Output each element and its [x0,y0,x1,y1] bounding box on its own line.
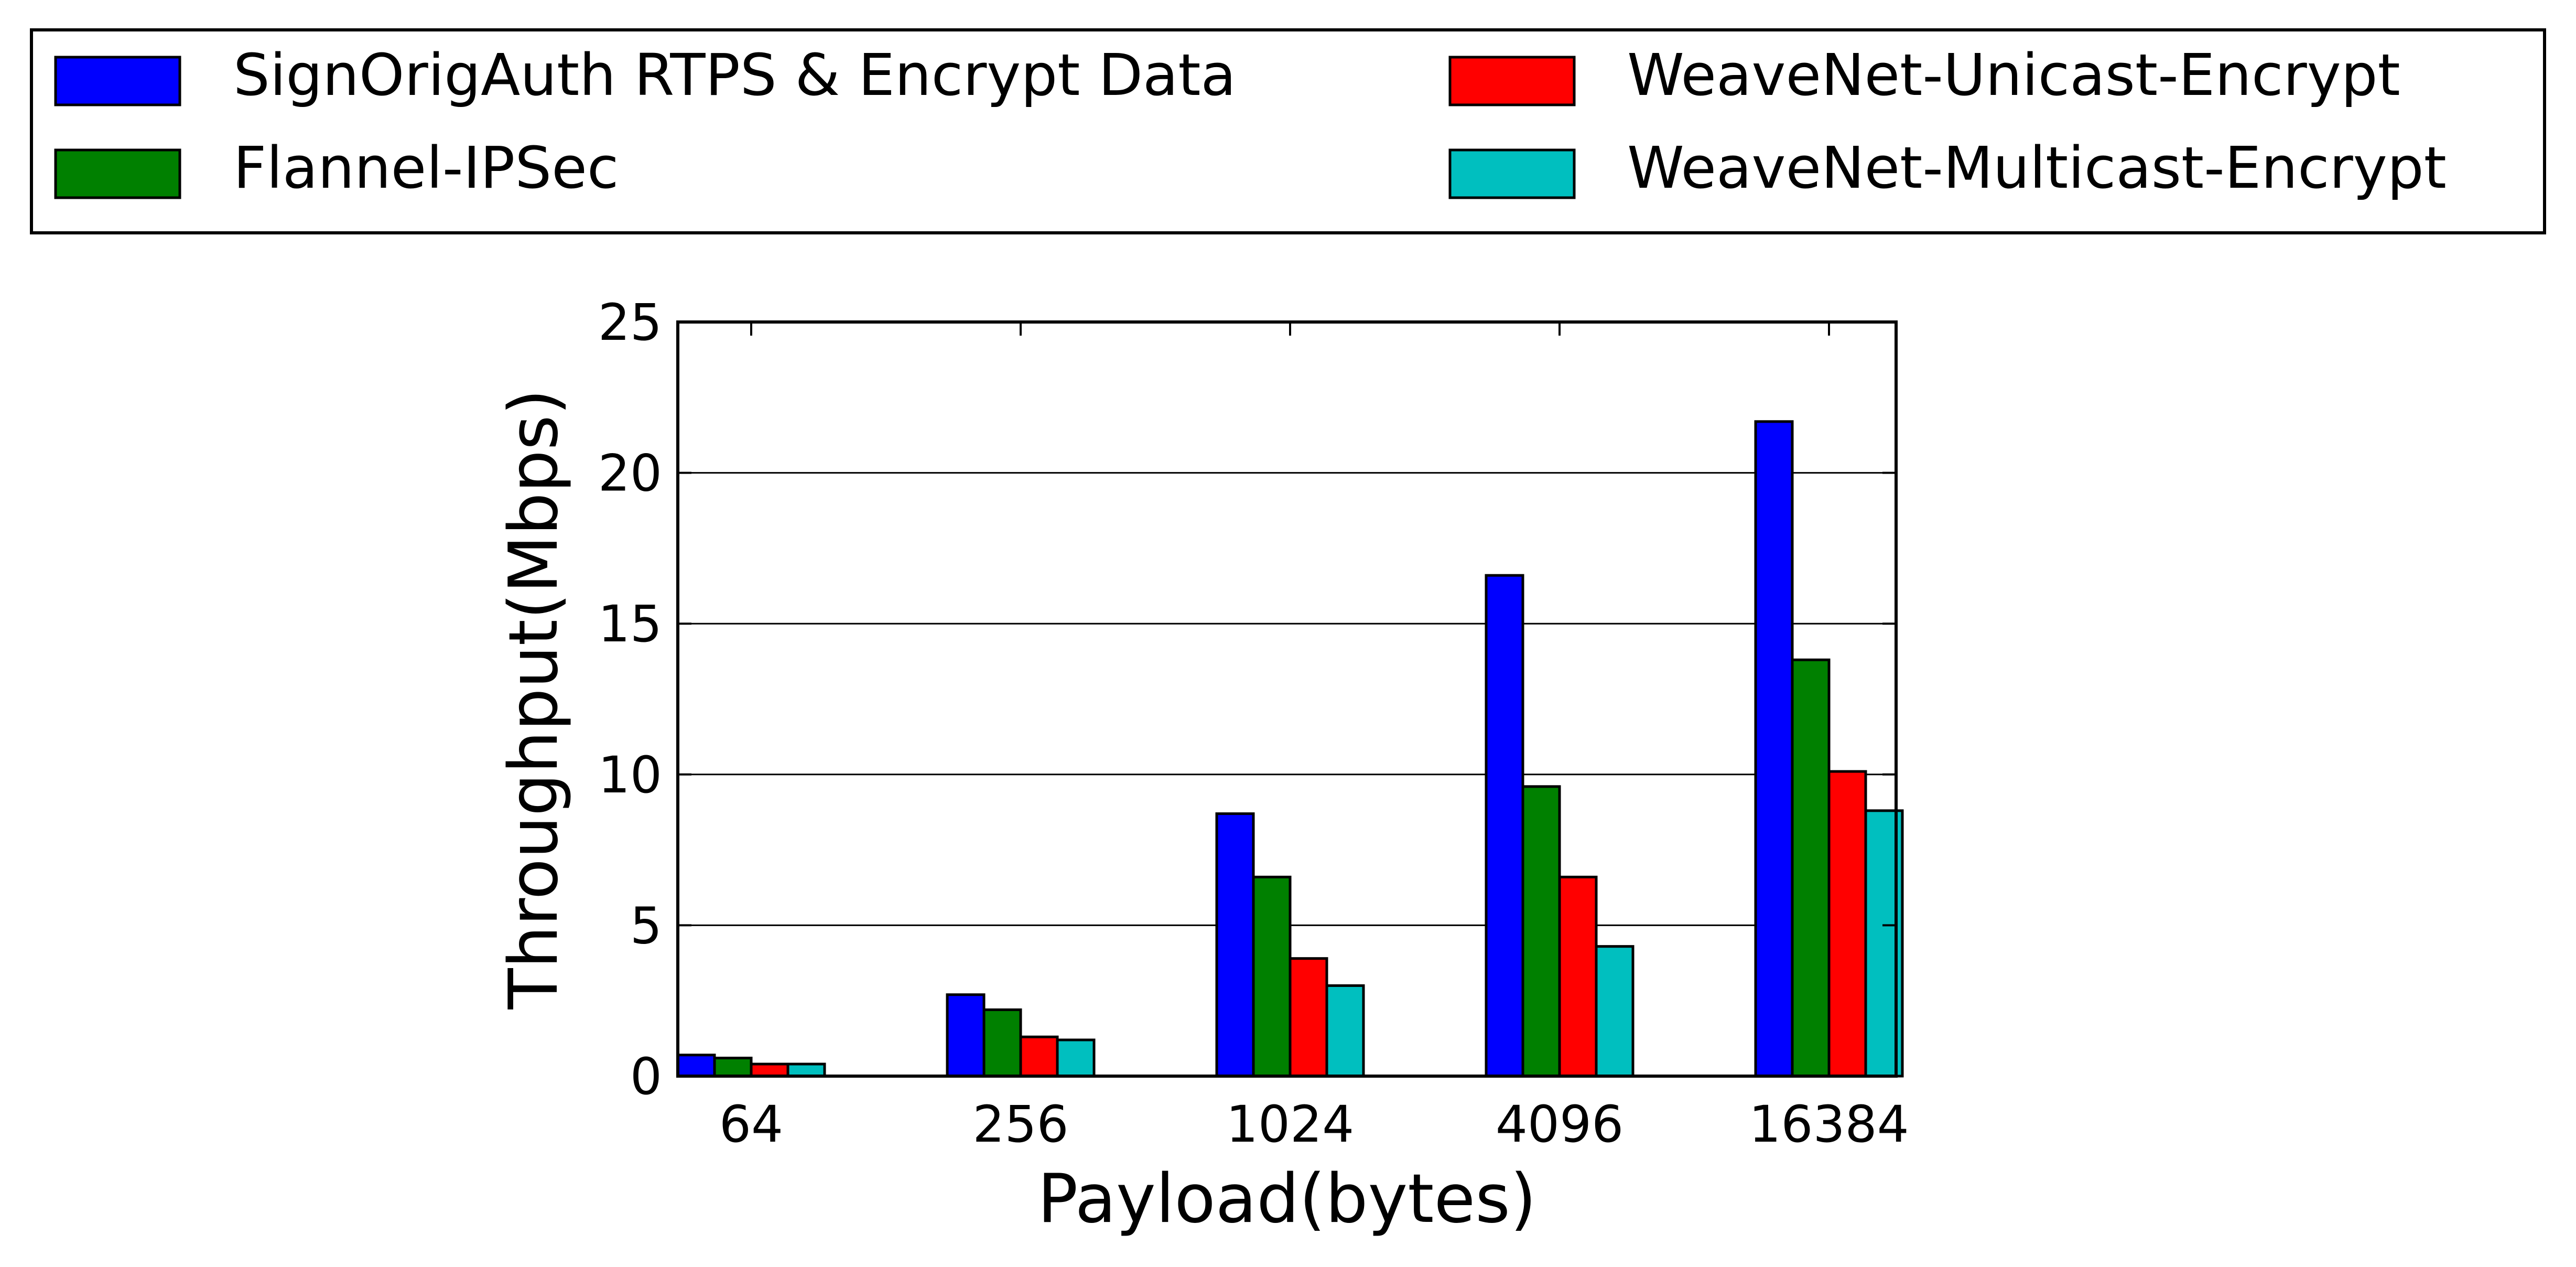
bar-series-2-64 [713,1056,753,1078]
bar-series-2-1024 [1252,875,1292,1078]
x-tick-label: 4096 [1496,1095,1623,1154]
bar-series-2-4096 [1521,785,1561,1078]
legend-swatch-series-2 [54,148,181,199]
bar-series-1-1024 [1215,812,1255,1078]
y-tick-label: 25 [598,293,662,352]
bar-series-4-256 [1056,1038,1096,1078]
legend-label-series-4: WeaveNet-Multicast-Encrypt [1627,134,2447,201]
x-tick-label: 256 [972,1095,1068,1154]
bar-series-3-1024 [1289,957,1328,1078]
y-tick-label: 5 [630,896,662,955]
legend-swatch-series-4 [1448,148,1576,199]
x-tick-label: 16384 [1749,1095,1909,1154]
bar-series-4-64 [786,1062,826,1078]
legend-label-series-3: WeaveNet-Unicast-Encrypt [1627,41,2400,109]
y-tick-label: 0 [630,1047,662,1106]
bar-series-2-256 [982,1008,1022,1078]
x-tick-label: 1024 [1226,1095,1354,1154]
bar-series-1-4096 [1485,574,1524,1078]
bar-series-2-16384 [1791,658,1831,1078]
legend-label-series-2: Flannel-IPSec [233,134,619,201]
legend: SignOrigAuth RTPS & Encrypt Data Flannel… [30,28,2546,234]
y-tick-label: 10 [598,746,662,804]
y-tick-labels: 0 5 10 15 20 25 [598,293,662,1106]
x-axis-label: Payload(bytes) [1037,1160,1536,1238]
bar-series-1-64 [676,1054,716,1078]
legend-frame [30,28,2546,234]
axis-ticks [678,321,1896,1077]
bar-series-4-4096 [1595,945,1635,1078]
y-tick-label: 15 [598,595,662,653]
bar-series-3-64 [750,1062,789,1078]
y-tick-label: 20 [598,444,662,503]
x-tick-labels: 64 256 1024 4096 16384 [719,1095,1909,1154]
legend-swatch-series-3 [1448,56,1576,106]
bar-series-4-1024 [1325,984,1365,1078]
bar-series-1-16384 [1754,420,1794,1078]
x-tick-label: 64 [719,1095,783,1154]
bar-series-3-256 [1019,1035,1059,1078]
plot-frame [676,320,1898,1078]
legend-swatch-series-1 [54,56,181,106]
y-axis-label: Throughput(Mbps) [495,389,573,1010]
bar-series-1-256 [946,993,986,1078]
bar-series-3-16384 [1827,770,1867,1078]
legend-label-series-1: SignOrigAuth RTPS & Encrypt Data [233,41,1236,109]
bar-series-3-4096 [1558,875,1598,1078]
